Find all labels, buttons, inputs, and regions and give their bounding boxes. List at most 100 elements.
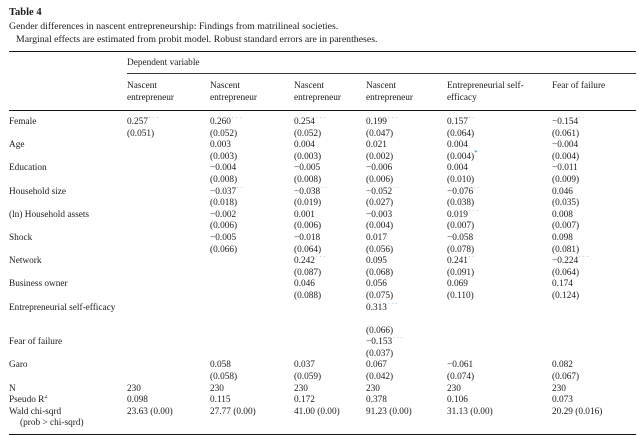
- coefficient-value: 0.021: [366, 140, 387, 151]
- standard-error-value: (0.007): [447, 221, 475, 232]
- standard-error-value: (0.059): [294, 372, 322, 383]
- coef-cell: 0.241** (0.091): [447, 256, 552, 279]
- standard-error-value: (0.003): [294, 151, 322, 162]
- coefficient-value: 0.069: [447, 279, 468, 290]
- coefficient-line: 0.004: [447, 140, 550, 152]
- table-row: Entrepreneurial self-efficacy 0.313*** (0.…: [9, 303, 636, 338]
- coef-cell: 0.004 (0.004)*: [447, 140, 552, 163]
- stat-value: 230: [552, 383, 566, 394]
- coefficient-value: −0.052: [366, 186, 393, 197]
- coefficient-value: 0.254: [294, 117, 315, 127]
- stat-row: Pseudo R2 0.098 0.115 0.172 0.378 0.106 0.073: [9, 395, 636, 407]
- coef-cell: 0.056 (0.075): [366, 279, 447, 302]
- coef-cell: [294, 303, 366, 338]
- stat-value: 230: [127, 383, 141, 394]
- standard-error-line: (0.035): [552, 198, 634, 210]
- coef-cell: −0.058 (0.078): [447, 233, 552, 256]
- coef-cell: [127, 279, 210, 302]
- coef-cell: −0.154** (0.061): [552, 117, 636, 140]
- standard-error-value: (0.061): [552, 128, 580, 139]
- regression-table: Dependent variable Nascent entrepreneur …: [9, 51, 636, 435]
- row-label: Age: [9, 140, 25, 151]
- standard-error-line: (0.003): [294, 152, 364, 164]
- standard-error-line: (0.006): [366, 175, 445, 187]
- coefficient-line: 0.003: [210, 140, 292, 152]
- stat-label-second-line: (prob > chi-sqrd): [20, 418, 84, 429]
- coefficient-value: −0.003: [366, 209, 393, 220]
- coefficient-value: −0.037: [210, 186, 237, 197]
- standard-error-line: (0.051): [127, 129, 208, 141]
- column-header-row: Nascent entrepreneur Nascent entrepreneu…: [9, 74, 636, 111]
- significance-stars: **: [236, 186, 245, 192]
- coef-cell: 0.004 (0.003): [294, 140, 366, 163]
- coefficient-line: 0.069: [447, 279, 550, 291]
- coefficient-line: 0.046: [552, 187, 634, 199]
- coefficient-line: −0.004: [552, 140, 634, 152]
- standard-error-value: (0.003): [210, 151, 238, 162]
- coef-cell: −0.018 (0.064): [294, 233, 366, 256]
- standard-error-value: (0.087): [294, 267, 322, 278]
- coef-cell: 0.157** (0.064): [447, 117, 552, 140]
- standard-error-line: (0.064): [447, 129, 550, 141]
- coefficient-value: 0.003: [210, 140, 231, 151]
- coefficient-value: −0.005: [294, 163, 321, 174]
- coef-cell: 0.046 (0.035): [552, 187, 636, 210]
- coef-cell: 0.019*** (0.007): [447, 210, 552, 233]
- stat-value: 0.106: [447, 395, 468, 406]
- coef-cell: [294, 337, 366, 360]
- coef-cell: [127, 303, 210, 338]
- coef-cell: −0.006 (0.006): [366, 163, 447, 186]
- standard-error-value: (0.008): [294, 174, 322, 185]
- stat-label-line: Pseudo R2: [9, 395, 127, 407]
- table-row: Female 0.257*** (0.051) 0.260*** (0.052) 0.25…: [9, 117, 636, 140]
- standard-error-line: (0.052): [210, 129, 292, 141]
- standard-error-line: (0.068): [366, 268, 445, 280]
- coef-cell: 0.242*** (0.087): [294, 256, 366, 279]
- coef-cell: 0.008 (0.007): [552, 210, 636, 233]
- superscript: 2: [44, 395, 48, 401]
- coef-cell: 0.058 (0.058): [210, 360, 294, 383]
- coef-cell: −0.005 (0.066): [210, 233, 294, 256]
- coefficient-line: 0.095: [366, 256, 445, 268]
- standard-error-line: (0.007): [552, 221, 634, 233]
- standard-error-line: (0.027): [366, 198, 445, 210]
- coefficient-value: 0.199: [366, 117, 387, 127]
- table-caption: Gender differences in nascent entreprene…: [9, 21, 339, 32]
- dependent-variable-label: Dependent variable: [127, 52, 636, 74]
- standard-error-line: (0.091): [447, 268, 550, 280]
- coefficient-line: −0.037**: [210, 187, 292, 199]
- coef-cell: [127, 256, 210, 279]
- significance-stars: ***: [314, 256, 327, 262]
- table-row: Fear of failure −0.153*** (0.037): [9, 337, 636, 360]
- significance-stars: *: [474, 148, 479, 157]
- coefficient-line: −0.006: [366, 163, 445, 175]
- stat-value: 230: [294, 383, 308, 394]
- coef-cell: −0.038** (0.019): [294, 187, 366, 210]
- coef-cell: −0.153*** (0.037): [366, 337, 447, 360]
- coef-cell: −0.052** (0.027): [366, 187, 447, 210]
- coefficient-line: 0.004: [447, 163, 550, 175]
- standard-error-line: (0.004)*: [447, 148, 550, 164]
- stat-value: 31.13 (0.00): [447, 406, 493, 417]
- coef-cell: 0.003 (0.003): [210, 140, 294, 163]
- coef-cell: [127, 187, 210, 210]
- standard-error-line: (0.064): [552, 268, 634, 280]
- coefficient-line: −0.154**: [552, 117, 634, 129]
- row-label: Household size: [9, 186, 67, 197]
- coefficient-line: 0.157**: [447, 117, 550, 129]
- stat-label-text: Pseudo R: [9, 395, 45, 406]
- coef-cell: 0.260*** (0.052): [210, 117, 294, 140]
- coefficient-line: 0.082: [552, 360, 634, 372]
- standard-error-value: (0.058): [210, 372, 238, 383]
- coefficient-value: 0.082: [552, 360, 573, 371]
- stat-row: Wald chi-sqrd (prob > chi-sqrd) 23.63 (0.0…: [9, 407, 636, 430]
- standard-error-line: (0.004): [366, 221, 445, 233]
- coef-cell: [552, 303, 636, 338]
- standard-error-value: (0.047): [366, 128, 394, 139]
- stat-value: 230: [366, 383, 380, 394]
- stat-label: Wald chi-sqrd (prob > chi-sqrd): [9, 407, 127, 430]
- coefficient-value: 0.157: [447, 117, 468, 127]
- coefficient-line: 0.004: [294, 140, 364, 152]
- stat-value: 27.77 (0.00): [210, 406, 256, 417]
